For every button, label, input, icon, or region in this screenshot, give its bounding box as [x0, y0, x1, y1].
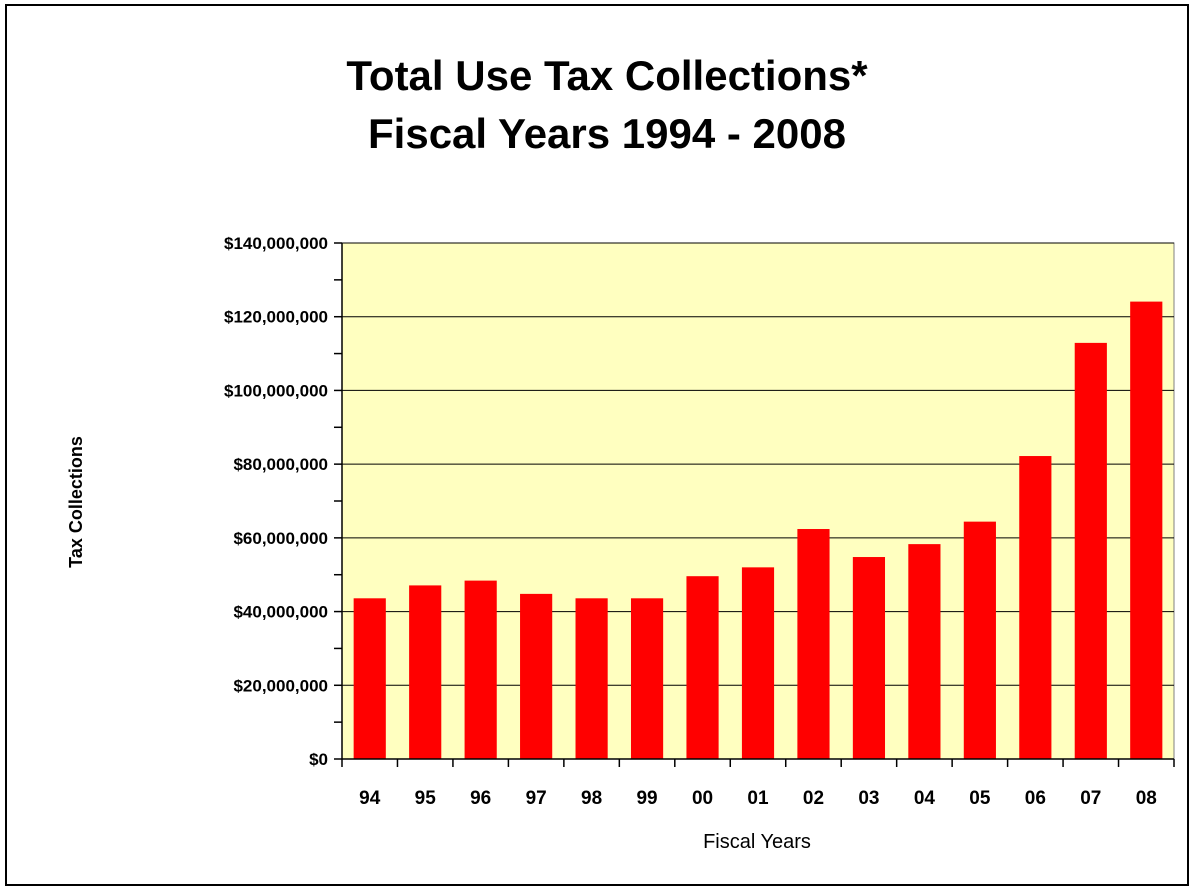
chart-title-line-1: Total Use Tax Collections* [346, 52, 868, 99]
x-tick-label: 00 [692, 788, 713, 809]
y-tick-label: $100,000,000 [224, 381, 328, 400]
bar-05 [963, 521, 996, 759]
bar-97 [520, 593, 553, 759]
y-tick-label: $20,000,000 [233, 676, 328, 695]
y-tick-label: $80,000,000 [233, 455, 328, 474]
bar-03 [852, 557, 886, 759]
x-tick-label: 04 [914, 788, 936, 809]
bar-07 [1074, 342, 1107, 759]
bar-94 [353, 598, 386, 759]
bar-02 [797, 529, 830, 759]
y-tick-label: $40,000,000 [233, 603, 328, 622]
x-tick-label: 06 [1025, 788, 1046, 809]
x-tick-label: 94 [359, 788, 381, 809]
x-tick-label: 08 [1136, 788, 1157, 809]
x-axis-label: Fiscal Years [703, 831, 811, 853]
x-tick-label: 97 [526, 788, 547, 809]
bar-04 [908, 544, 941, 759]
x-tick-label: 02 [803, 788, 824, 809]
y-tick-label: $140,000,000 [224, 234, 328, 253]
bar-00 [686, 576, 719, 759]
bar-96 [464, 580, 497, 759]
x-tick-label: 95 [415, 788, 437, 809]
y-tick-label: $60,000,000 [233, 529, 328, 548]
x-tick-label: 07 [1080, 788, 1101, 809]
bar-98 [575, 598, 608, 759]
x-axis-ticks: 94 95 96 97 98 99 00 01 02 03 04 05 06 07 08 [341, 759, 1175, 809]
x-tick-label: 03 [858, 788, 879, 809]
bar-06 [1019, 456, 1052, 759]
y-tick-label: $0 [309, 750, 328, 769]
bar-08 [1130, 301, 1163, 759]
bar-01 [741, 567, 775, 759]
chart-title-line-2: Fiscal Years 1994 - 2008 [368, 110, 846, 157]
x-tick-label: 99 [636, 788, 657, 809]
x-tick-label: 05 [969, 788, 991, 809]
x-tick-label: 01 [747, 788, 769, 809]
bar-99 [630, 598, 664, 759]
bars [353, 301, 1163, 759]
y-axis-ticks: $0 $20,000,000 $40,000,000 $60,000,000 $80,0… [224, 234, 342, 769]
y-tick-label: $120,000,000 [224, 308, 328, 327]
y-axis-label: Tax Collections [66, 436, 86, 568]
bar-95 [409, 585, 442, 759]
x-tick-label: 96 [470, 788, 491, 809]
x-tick-label: 98 [581, 788, 602, 809]
